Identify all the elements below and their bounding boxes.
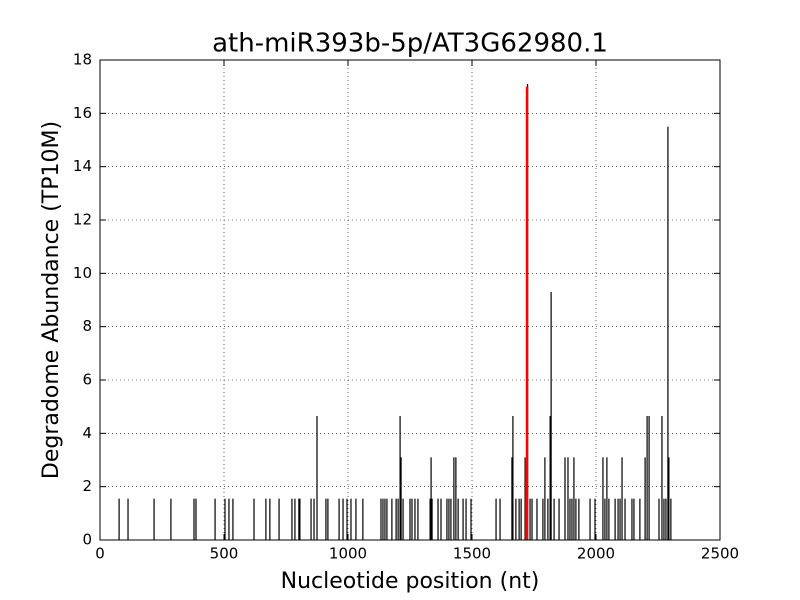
x-tick-label: 0 [95, 545, 105, 563]
x-axis-label: Nucleotide position (nt) [281, 569, 540, 594]
chart-title: ath-miR393b-5p/AT3G62980.1 [212, 29, 608, 59]
y-tick-label: 18 [73, 51, 92, 69]
x-tick-label: 1500 [453, 545, 491, 563]
y-axis-label: Degradome Abundance (TP10M) [39, 121, 64, 479]
y-tick-label: 4 [82, 424, 92, 442]
y-tick-label: 2 [82, 477, 92, 495]
x-tick-label: 500 [210, 545, 239, 563]
y-tick-label: 0 [82, 531, 92, 549]
y-tick-label: 6 [82, 371, 92, 389]
y-tick-label: 12 [73, 211, 92, 229]
marks [118, 84, 672, 540]
x-tick-label: 1000 [329, 545, 367, 563]
y-tick-label: 10 [73, 264, 92, 282]
ticks: 0 2 4 6 8 10 12 14 16 18 0 500 1000 1500 2000 2500 [73, 51, 739, 563]
y-tick-label: 16 [73, 104, 92, 122]
y-tick-label: 14 [73, 157, 92, 175]
plot-frame [99, 59, 721, 541]
x-tick-label: 2500 [701, 545, 739, 563]
y-tick-label: 8 [82, 317, 92, 335]
x-tick-label: 2000 [577, 545, 615, 563]
